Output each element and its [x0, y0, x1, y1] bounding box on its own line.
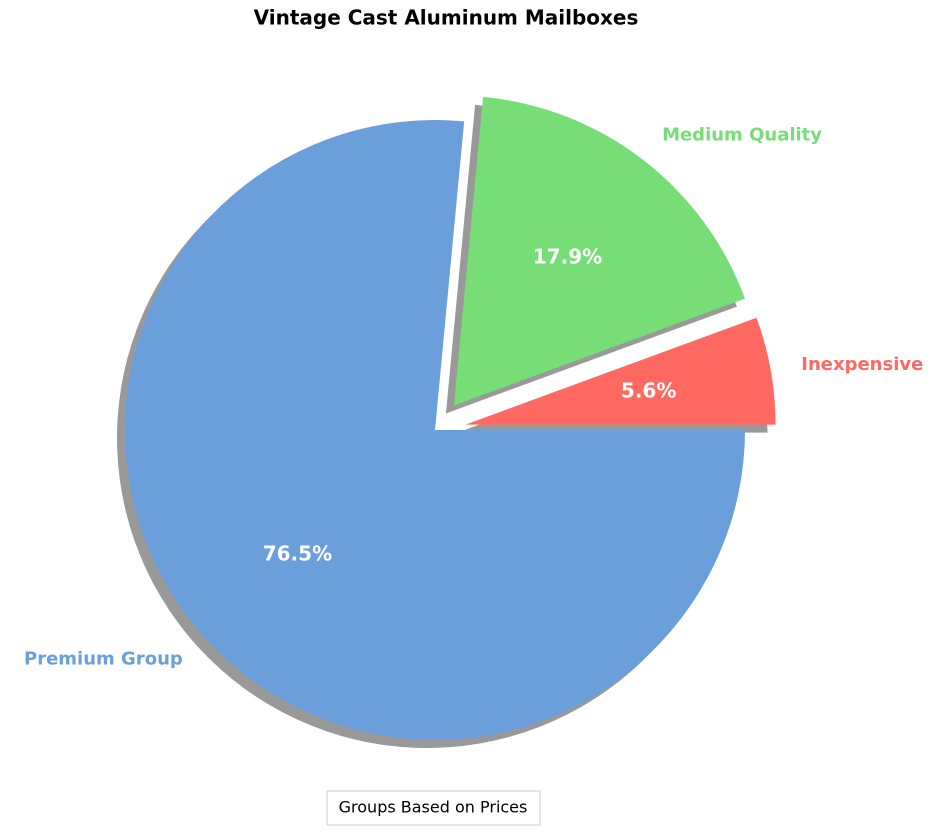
wedges — [124, 96, 776, 740]
labels: Inexpensive 5.6% Medium Quality 17.9% Premiu… — [24, 124, 923, 669]
category-label: Inexpensive — [801, 354, 923, 375]
value-label: 76.5% — [263, 542, 332, 566]
wedge — [453, 96, 745, 406]
legend-box — [326, 790, 541, 826]
wedge — [124, 120, 746, 740]
category-label: Medium Quality — [662, 124, 822, 145]
chart-title: Vintage Cast Aluminum Mailboxes — [254, 6, 639, 30]
wedge — [465, 317, 776, 425]
category-label: Premium Group — [24, 648, 183, 669]
value-label: 17.9% — [533, 245, 602, 269]
legend-title: Groups Based on Prices — [339, 798, 528, 817]
value-label: 5.6% — [621, 379, 676, 403]
